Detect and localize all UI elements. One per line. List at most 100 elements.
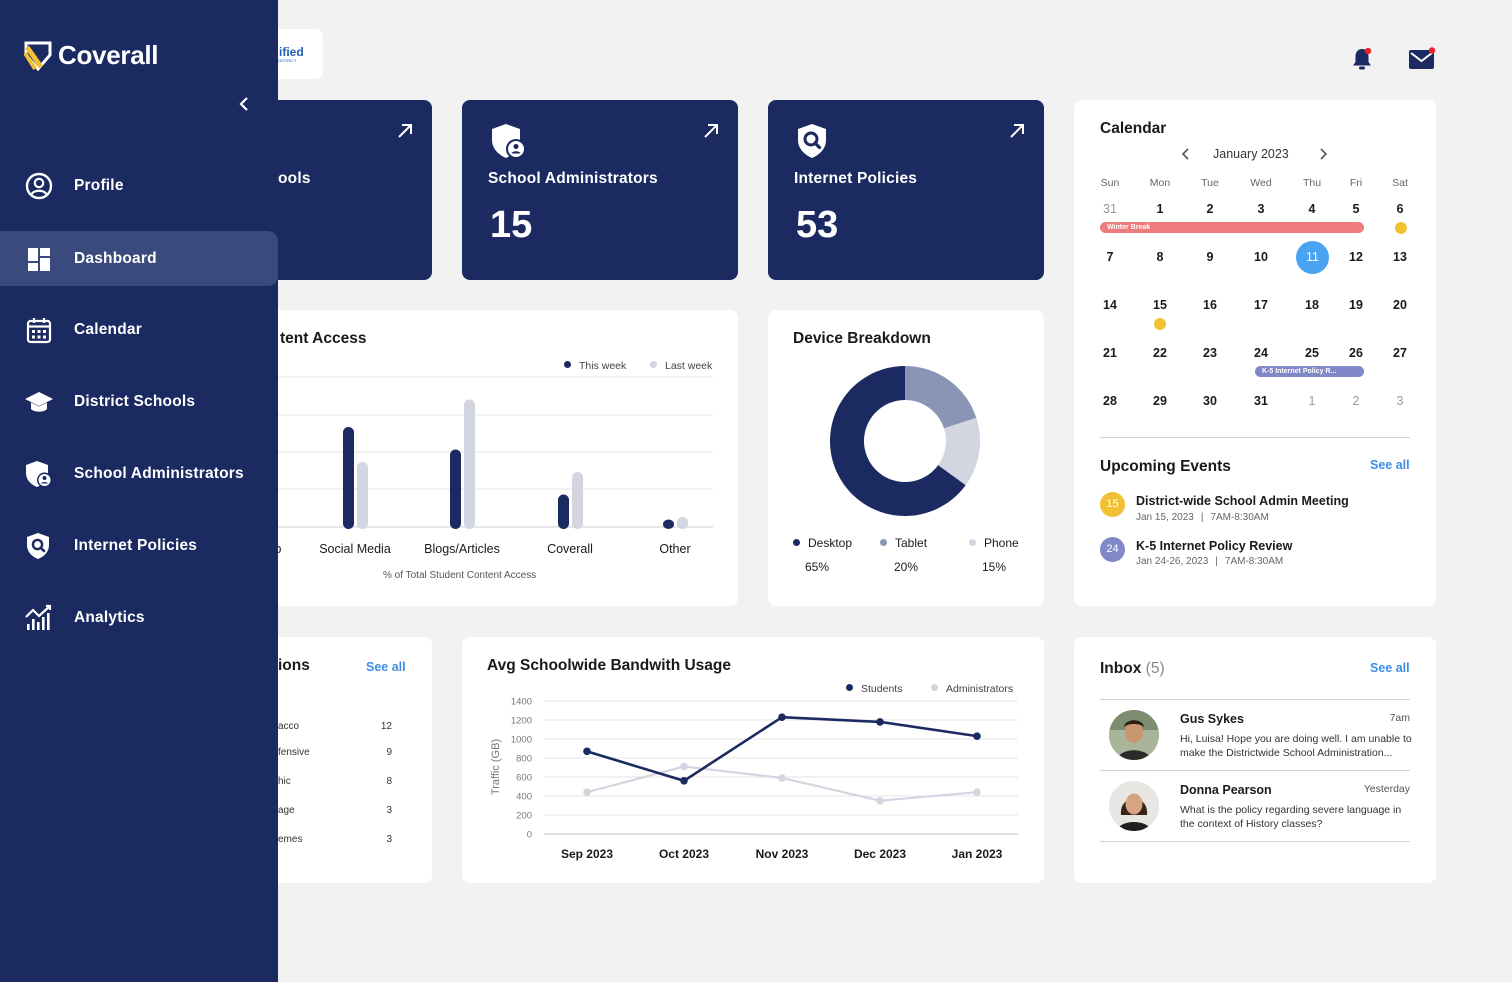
sidebar-item-profile[interactable]: Profile bbox=[0, 158, 278, 213]
open-arrow-icon[interactable] bbox=[1008, 122, 1026, 145]
stat-card-school-administrators[interactable]: School Administrators 15 bbox=[462, 100, 738, 280]
calendar-day[interactable]: 12 bbox=[1349, 250, 1363, 264]
graduation-cap-icon bbox=[25, 392, 53, 412]
notification-bell-icon[interactable] bbox=[1349, 46, 1375, 72]
calendar-day[interactable]: 29 bbox=[1153, 394, 1167, 408]
calendar-day[interactable]: 18 bbox=[1305, 298, 1319, 312]
calendar-day[interactable]: 28 bbox=[1103, 394, 1117, 408]
bar bbox=[357, 462, 368, 529]
sidebar-item-label: Calendar bbox=[74, 320, 142, 338]
y-tick-label: 800 bbox=[516, 754, 532, 765]
calendar-day[interactable]: 5 bbox=[1352, 202, 1360, 216]
stat-card-internet-policies[interactable]: Internet Policies 53 bbox=[768, 100, 1044, 280]
x-tick-label: o bbox=[275, 542, 282, 556]
calendar-day[interactable]: 30 bbox=[1203, 394, 1217, 408]
sidebar-item-dashboard[interactable]: Dashboard bbox=[0, 231, 278, 286]
calendar-event-bar[interactable]: Winter Break bbox=[1100, 222, 1364, 233]
legend-label: This week bbox=[579, 360, 627, 372]
violation-count: 8 bbox=[386, 776, 392, 787]
calendar-day[interactable]: 15 bbox=[1153, 298, 1167, 312]
violation-label: fensive bbox=[278, 747, 310, 758]
calendar-day[interactable]: 7 bbox=[1106, 250, 1114, 264]
x-tick-label: Nov 2023 bbox=[756, 847, 809, 861]
events-see-all-link[interactable]: See all bbox=[1370, 458, 1410, 472]
calendar-day[interactable]: 14 bbox=[1103, 298, 1117, 312]
violation-label: age bbox=[278, 805, 295, 816]
prev-month-icon[interactable] bbox=[1180, 147, 1192, 166]
calendar-event-dot bbox=[1154, 318, 1166, 330]
donut-slice bbox=[905, 366, 977, 429]
calendar-event-bar[interactable]: K-5 Internet Policy R... bbox=[1255, 366, 1364, 377]
calendar-day[interactable]: 31 bbox=[1254, 394, 1268, 408]
mail-icon[interactable] bbox=[1407, 46, 1437, 72]
y-tick-label: 200 bbox=[516, 811, 532, 822]
legend-label: Students bbox=[861, 683, 903, 695]
device-legend-tablet: Tablet 20% bbox=[880, 536, 927, 574]
y-tick-label: 1400 bbox=[511, 697, 532, 708]
calendar-weekday-label: Fri bbox=[1349, 177, 1363, 189]
calendar-day[interactable]: 25 bbox=[1305, 346, 1319, 360]
calendar-day[interactable]: 2 bbox=[1352, 394, 1360, 408]
stat-title: Internet Policies bbox=[794, 170, 918, 187]
calendar-day[interactable]: 17 bbox=[1254, 298, 1268, 312]
open-arrow-icon[interactable] bbox=[702, 122, 720, 145]
message-preview: What is the policy regarding severe lang… bbox=[1180, 804, 1402, 830]
calendar-day[interactable]: 21 bbox=[1103, 346, 1117, 360]
calendar-day[interactable]: 1 bbox=[1308, 394, 1316, 408]
violations-see-all-link[interactable]: See all bbox=[366, 660, 406, 674]
device-pct: 20% bbox=[894, 560, 919, 574]
violation-count: 3 bbox=[386, 805, 392, 816]
divider bbox=[1100, 437, 1410, 438]
calendar-day[interactable]: 8 bbox=[1156, 250, 1164, 264]
stat-title: School Administrators bbox=[488, 170, 658, 187]
data-point bbox=[778, 713, 786, 721]
sidebar-item-school-administrators[interactable]: School Administrators bbox=[0, 446, 278, 501]
data-point bbox=[876, 796, 884, 805]
device-donut-chart bbox=[830, 366, 980, 516]
sidebar-item-calendar[interactable]: Calendar bbox=[0, 302, 278, 357]
collapse-sidebar-chevron-icon[interactable] bbox=[234, 94, 254, 119]
calendar-day[interactable]: 9 bbox=[1206, 250, 1214, 264]
data-point bbox=[583, 788, 591, 796]
calendar-day[interactable]: 31 bbox=[1103, 202, 1117, 216]
calendar-day[interactable]: 3 bbox=[1257, 202, 1265, 216]
x-tick-label: Other bbox=[659, 542, 690, 556]
sidebar-item-district-schools[interactable]: District Schools bbox=[0, 374, 278, 429]
sidebar-item-internet-policies[interactable]: Internet Policies bbox=[0, 518, 278, 573]
divider bbox=[1100, 699, 1410, 700]
bar bbox=[663, 519, 674, 529]
calendar-day-selected[interactable]: 11 bbox=[1296, 241, 1329, 274]
calendar-day[interactable]: 1 bbox=[1156, 202, 1164, 216]
calendar-day[interactable]: 20 bbox=[1393, 298, 1407, 312]
event-date-badge: 15 bbox=[1100, 492, 1125, 517]
calendar-day[interactable]: 24 bbox=[1254, 346, 1268, 360]
calendar-weekday-label: Wed bbox=[1250, 177, 1272, 189]
bar bbox=[558, 494, 569, 529]
x-tick-label: Dec 2023 bbox=[854, 847, 906, 861]
inbox-message[interactable]: Gus Sykes 7am Hi, Luisa! Hope you are do… bbox=[1100, 700, 1412, 770]
next-month-icon[interactable] bbox=[1317, 147, 1329, 166]
calendar-day[interactable]: 6 bbox=[1396, 202, 1404, 216]
inbox-message[interactable]: Donna Pearson Yesterday What is the poli… bbox=[1100, 771, 1410, 841]
calendar-day[interactable]: 13 bbox=[1393, 250, 1407, 264]
open-arrow-icon[interactable] bbox=[396, 122, 414, 145]
bandwidth-line-chart: 0 200 400 600 800 1000 1200 1400 Traffic (GB) Sep… bbox=[490, 697, 1018, 861]
inbox-see-all-link[interactable]: See all bbox=[1370, 661, 1410, 675]
event-date: Jan 24-26, 2023 bbox=[1136, 556, 1209, 567]
sidebar-item-analytics[interactable]: Analytics bbox=[0, 590, 278, 645]
x-tick-label: Blogs/Articles bbox=[424, 542, 500, 556]
calendar-day[interactable]: 2 bbox=[1206, 202, 1214, 216]
calendar-day[interactable]: 10 bbox=[1254, 250, 1268, 264]
calendar-icon bbox=[26, 318, 52, 344]
data-point bbox=[778, 774, 786, 782]
calendar-day[interactable]: 4 bbox=[1308, 202, 1316, 216]
calendar-title: Calendar bbox=[1100, 120, 1167, 137]
calendar-day[interactable]: 27 bbox=[1393, 346, 1407, 360]
calendar-day[interactable]: 26 bbox=[1349, 346, 1363, 360]
calendar-day[interactable]: 22 bbox=[1153, 346, 1167, 360]
calendar-day[interactable]: 19 bbox=[1349, 298, 1363, 312]
calendar-day[interactable]: 3 bbox=[1396, 394, 1404, 408]
brand-logo[interactable]: Coverall bbox=[24, 40, 159, 71]
calendar-day[interactable]: 16 bbox=[1203, 298, 1217, 312]
calendar-day[interactable]: 23 bbox=[1203, 346, 1217, 360]
